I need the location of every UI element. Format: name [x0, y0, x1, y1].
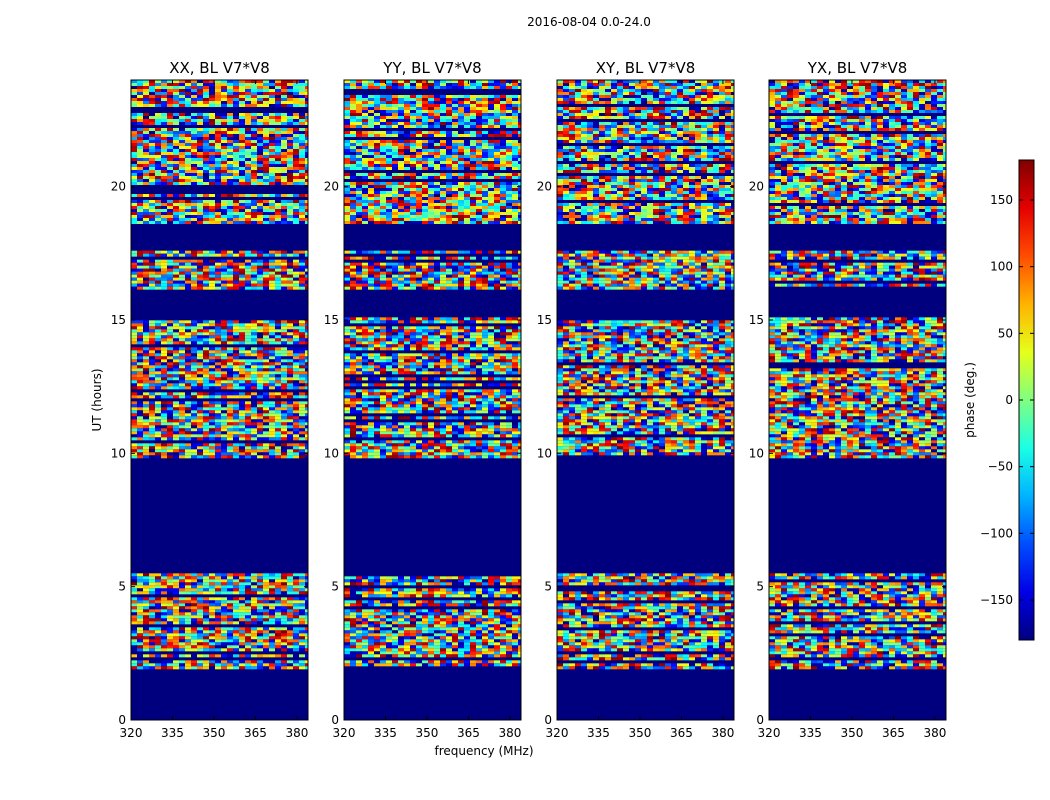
x-tick-label: 365: [457, 726, 480, 740]
x-tick-label: 350: [416, 726, 439, 740]
heatmap-cells: [557, 80, 734, 670]
y-tick-label: 10: [749, 446, 764, 460]
x-tick-label: 365: [244, 726, 267, 740]
colorbar-tick-label: 100: [990, 260, 1013, 274]
y-tick-label: 0: [331, 713, 339, 727]
x-axis-label: frequency (MHz): [434, 744, 533, 758]
x-tick-label: 380: [498, 726, 521, 740]
y-tick-label: 15: [537, 313, 552, 327]
colorbar-gradient: [1019, 160, 1034, 640]
x-tick-label: 350: [629, 726, 652, 740]
colorbar: −150 −100 −50 0 50 100 150 phase (deg.): [963, 159, 1035, 641]
x-tick-label: 365: [882, 726, 905, 740]
y-tick-label: 5: [544, 580, 552, 594]
y-tick-label: 15: [111, 313, 126, 327]
y-tick-label: 15: [749, 313, 764, 327]
y-tick-label: 0: [544, 713, 552, 727]
colorbar-tick-label: −100: [980, 526, 1013, 540]
panel-3: YX, BL V7*V8 320 335 350 365 380 0 5 10 15 20: [749, 59, 947, 740]
y-tick-label: 5: [756, 580, 764, 594]
y-tick-label: 20: [749, 180, 764, 194]
y-tick-label: 5: [331, 580, 339, 594]
colorbar-tick-label: 0: [1005, 393, 1013, 407]
x-tick-label: 335: [587, 726, 610, 740]
x-tick-label: 350: [203, 726, 226, 740]
x-tick-label: 320: [333, 726, 356, 740]
y-tick-label: 0: [118, 713, 126, 727]
y-tick-label: 10: [111, 446, 126, 460]
x-tick-label: 380: [285, 726, 308, 740]
panel-0: XX, BL V7*V8 320 335 350 365 380 0 5 10 15 20: [111, 59, 309, 740]
y-tick-label: 20: [537, 180, 552, 194]
panel-title: XX, BL V7*V8: [169, 59, 270, 77]
colorbar-tick-label: 150: [990, 193, 1013, 207]
colorbar-label: phase (deg.): [963, 362, 977, 438]
panel-title: YX, BL V7*V8: [807, 59, 908, 77]
x-tick-label: 335: [374, 726, 397, 740]
panel-title: YY, BL V7*V8: [382, 59, 481, 77]
y-tick-label: 10: [324, 446, 339, 460]
panel-frame: [768, 79, 947, 721]
heatmap-cells: [769, 80, 946, 670]
panel-frame: [130, 79, 309, 721]
y-tick-label: 0: [756, 713, 764, 727]
panel-frame: [343, 79, 522, 721]
y-tick-label: 5: [118, 580, 126, 594]
panel-title: XY, BL V7*V8: [596, 59, 696, 77]
x-tick-label: 350: [841, 726, 864, 740]
colorbar-tick-label: −50: [988, 460, 1013, 474]
y-tick-label: 15: [324, 313, 339, 327]
x-tick-label: 320: [120, 726, 143, 740]
x-tick-label: 365: [670, 726, 693, 740]
heatmap-cells: [131, 80, 308, 670]
figure-suptitle: 2016-08-04 0.0-24.0: [527, 15, 651, 29]
panel-frame: [556, 79, 735, 721]
colorbar-tick-label: 50: [998, 326, 1013, 340]
y-axis-label: UT (hours): [90, 368, 104, 431]
y-tick-label: 20: [324, 180, 339, 194]
y-tick-label: 20: [111, 180, 126, 194]
colorbar-tick-label: −150: [980, 593, 1013, 607]
x-tick-label: 380: [711, 726, 734, 740]
panel-1: YY, BL V7*V8 320 335 350 365 380 0 5 10 15 20: [324, 59, 522, 740]
heatmap-cells: [344, 80, 521, 667]
x-tick-label: 320: [546, 726, 569, 740]
x-tick-label: 380: [923, 726, 946, 740]
x-tick-label: 320: [758, 726, 781, 740]
x-tick-label: 335: [161, 726, 184, 740]
y-tick-label: 10: [537, 446, 552, 460]
panel-2: XY, BL V7*V8 320 335 350 365 380 0 5 10 15 20: [537, 59, 735, 740]
x-tick-label: 335: [799, 726, 822, 740]
